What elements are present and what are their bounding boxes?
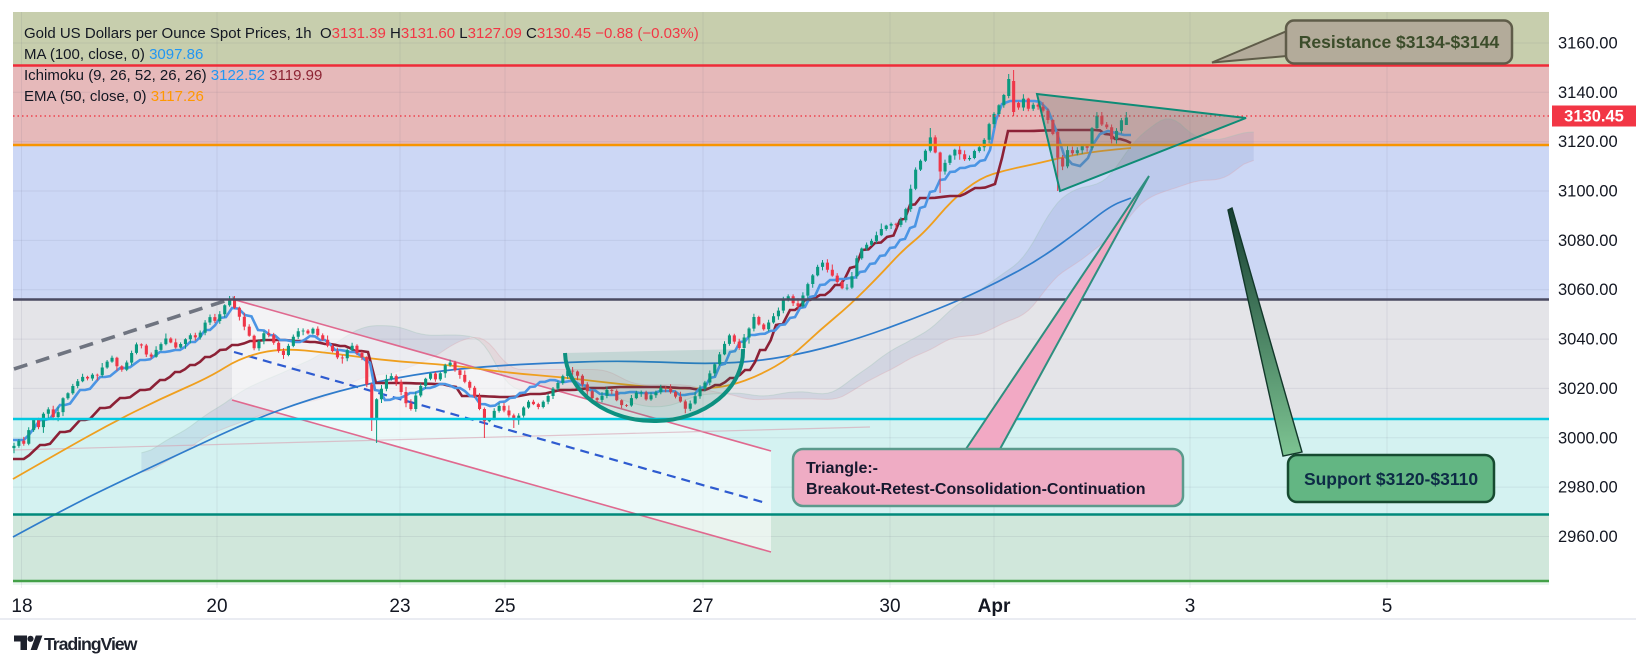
svg-text:Gold US Dollars per Ounce Spot: Gold US Dollars per Ounce Spot Prices, 1… (24, 25, 699, 42)
svg-text:Breakout-Retest-Consolidation-: Breakout-Retest-Consolidation-Continuati… (806, 481, 1146, 498)
svg-text:3080.00: 3080.00 (1558, 232, 1618, 250)
svg-text:MA (100, close, 0) 3097.86: MA (100, close, 0) 3097.86 (24, 46, 203, 63)
svg-text:Triangle:-: Triangle:- (806, 460, 878, 477)
svg-text:27: 27 (692, 596, 713, 617)
svg-text:Apr: Apr (978, 596, 1011, 617)
svg-text:3060.00: 3060.00 (1558, 281, 1618, 299)
svg-text:5: 5 (1382, 596, 1393, 617)
svg-text:3120.00: 3120.00 (1558, 133, 1618, 151)
svg-text:3130.45: 3130.45 (1564, 108, 1624, 126)
svg-text:TradingView: TradingView (44, 634, 138, 654)
svg-text:3: 3 (1185, 596, 1196, 617)
svg-text:3100.00: 3100.00 (1558, 183, 1618, 201)
svg-text:3040.00: 3040.00 (1558, 331, 1618, 349)
svg-text:3160.00: 3160.00 (1558, 35, 1618, 53)
svg-text:30: 30 (879, 596, 900, 617)
svg-text:2980.00: 2980.00 (1558, 479, 1618, 497)
svg-text:3020.00: 3020.00 (1558, 380, 1618, 398)
svg-text:Resistance $3134-$3144: Resistance $3134-$3144 (1299, 32, 1500, 52)
svg-text:23: 23 (389, 596, 410, 617)
svg-text:2960.00: 2960.00 (1558, 528, 1618, 546)
svg-text:3000.00: 3000.00 (1558, 429, 1618, 447)
svg-text:20: 20 (206, 596, 227, 617)
svg-text:25: 25 (494, 596, 515, 617)
svg-text:3140.00: 3140.00 (1558, 84, 1618, 102)
svg-text:EMA (50, close, 0) 3117.26: EMA (50, close, 0) 3117.26 (24, 88, 204, 105)
svg-text:Ichimoku (9, 26, 52, 26, 26) 3: Ichimoku (9, 26, 52, 26, 26) 3122.52 311… (24, 67, 322, 84)
svg-text:Support $3120-$3110: Support $3120-$3110 (1304, 469, 1478, 489)
svg-text:18: 18 (11, 596, 32, 617)
